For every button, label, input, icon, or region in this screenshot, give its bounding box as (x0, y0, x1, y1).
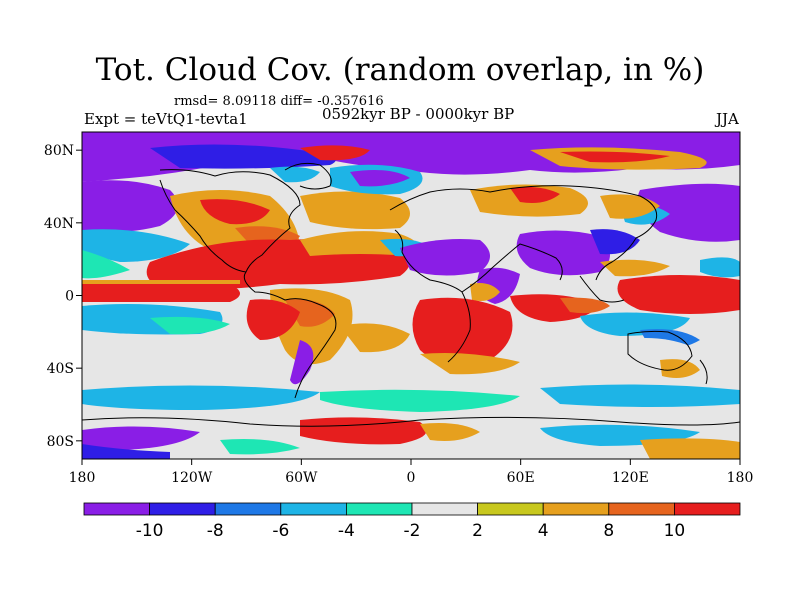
experiment-label: Expt = teVtQ1-tevta1 (84, 110, 248, 128)
colorbar-swatch (674, 502, 741, 516)
colorbar-swatch (411, 502, 478, 516)
lon-tick-label: 60E (507, 470, 535, 486)
colorbar-label: 2 (472, 521, 483, 541)
longitude-axis: 180 120W 60W 0 60E 120E 180 (69, 459, 754, 486)
latitude-axis: 80N 40N 0 40S 80S (44, 143, 82, 450)
colorbar: -10 -8 -6 -4 -2 2 4 8 10 (83, 502, 741, 541)
stats-label: rmsd= 8.09118 diff= -0.357616 (174, 94, 384, 109)
colorbar-label: 8 (603, 521, 614, 541)
lon-tick-label: 180 (69, 470, 96, 486)
lon-tick-label: 0 (407, 470, 416, 486)
lon-tick-label: 120W (171, 470, 213, 486)
colorbar-swatch (477, 502, 544, 516)
colorbar-label: -6 (272, 521, 289, 541)
colorbar-swatch (345, 502, 413, 516)
colorbar-swatch (83, 502, 150, 516)
colorbar-label: -8 (207, 521, 224, 541)
lat-tick-label: 80N (44, 143, 74, 159)
colorbar-label: -2 (404, 521, 421, 541)
colorbar-label: 10 (664, 521, 686, 541)
colorbar-label: -4 (338, 521, 355, 541)
coastlines (82, 162, 740, 427)
lat-tick-label: 40N (44, 216, 74, 232)
lat-tick-label: 40S (47, 361, 74, 377)
colorbar-label: 4 (538, 521, 549, 541)
anomaly-field (82, 132, 740, 459)
lon-tick-label: 180 (727, 470, 754, 486)
lon-tick-label: 60W (285, 470, 318, 486)
colorbar-swatch (542, 502, 610, 516)
lat-tick-label: 80S (47, 434, 74, 450)
colorbar-swatch (608, 502, 675, 516)
season-label: JJA (716, 110, 739, 128)
colorbar-swatch (280, 502, 347, 516)
map-title: Tot. Cloud Cov. (random overlap, in %) (95, 52, 705, 88)
colorbar-label: -10 (136, 521, 164, 541)
colorbar-swatch (149, 502, 216, 516)
period-label: 0592kyr BP - 0000kyr BP (322, 105, 515, 123)
lat-tick-label: 0 (65, 289, 74, 305)
lon-tick-label: 120E (612, 470, 649, 486)
colorbar-swatch (214, 502, 282, 516)
